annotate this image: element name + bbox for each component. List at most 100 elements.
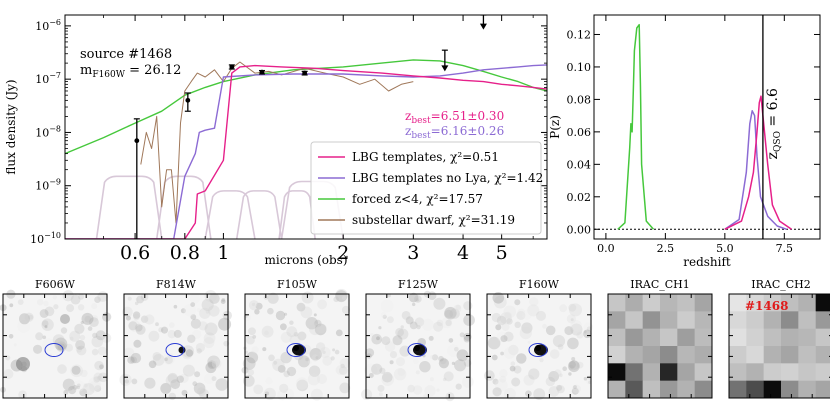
irac-pixel (798, 328, 816, 347)
irac-pixel (763, 328, 782, 347)
noise-blob (521, 322, 533, 334)
noise-blob (205, 362, 217, 374)
noise-blob (215, 378, 229, 391)
noise-blob (196, 348, 202, 354)
noise-blob (414, 317, 425, 327)
noise-blob (527, 304, 540, 317)
sed-y-tick-base-1: 10 (35, 180, 49, 193)
pz-y-tick-label-5: 0.10 (567, 61, 592, 74)
noise-blob (568, 303, 577, 312)
qso-redshift-label: zQSO = 6.6 (765, 88, 783, 159)
noise-blob (493, 295, 507, 309)
noise-blob (77, 304, 85, 311)
noise-blob (263, 387, 276, 400)
irac-pixel (763, 363, 782, 381)
noise-blob (218, 317, 232, 331)
irac-pixel (677, 363, 695, 381)
irac-pixel (746, 380, 764, 399)
noise-blob (167, 330, 176, 339)
noise-blob (170, 379, 181, 390)
noise-blob (453, 304, 462, 313)
noise-blob (456, 349, 469, 362)
noise-blob (545, 325, 556, 336)
noise-blob (536, 310, 546, 321)
noise-blob (205, 310, 210, 314)
noise-blob (571, 387, 579, 395)
noise-blob (322, 350, 326, 354)
sed-y-tick-label-0: 10−10 (30, 231, 61, 246)
noise-blob (197, 387, 206, 396)
noise-blob (570, 320, 582, 332)
noise-blob (165, 374, 179, 387)
noise-blob (414, 295, 422, 303)
noise-blob (439, 357, 447, 365)
irac-pixel (677, 294, 695, 312)
noise-blob (182, 364, 195, 377)
noise-blob (586, 326, 592, 332)
noise-blob (204, 290, 217, 303)
noise-blob (127, 356, 135, 364)
noise-blob (501, 323, 510, 331)
noise-blob (370, 333, 374, 337)
noise-blob (583, 330, 587, 334)
pz-xlabel: redshift (683, 255, 731, 269)
noise-blob (340, 363, 345, 369)
noise-blob (523, 374, 535, 386)
pz-y-tick-label-1: 0.02 (567, 191, 592, 204)
noise-blob (508, 344, 519, 356)
sed-series-forced-z-4 (65, 59, 547, 155)
noise-blob (72, 385, 78, 390)
noise-blob (548, 386, 560, 397)
noise-blob (164, 356, 173, 365)
noise-blob (311, 354, 319, 362)
irac-pixel (625, 346, 643, 364)
noise-blob (583, 376, 588, 381)
noise-blob (190, 302, 196, 307)
noise-blob (283, 370, 291, 378)
noise-blob (335, 290, 348, 303)
sed-x-tick-label-1: 0.8 (170, 242, 200, 264)
irac-pixel (815, 363, 830, 381)
noise-blob (433, 321, 444, 332)
irac-pixel (781, 363, 799, 381)
irac-pixel (642, 328, 661, 347)
noise-blob (133, 313, 140, 321)
noise-blob (207, 355, 221, 369)
noise-blob (392, 335, 403, 346)
source-blob (414, 345, 420, 351)
irac-pixel (625, 311, 643, 329)
noise-blob (43, 300, 49, 307)
sed-legend: LBG templates, χ²=0.51 LBG templates no … (310, 141, 543, 235)
noise-blob (397, 328, 409, 340)
noise-blob (381, 336, 391, 345)
noise-blob (180, 308, 186, 314)
noise-blob (408, 292, 419, 303)
irac-pixel (815, 380, 830, 399)
noise-blob (33, 344, 43, 354)
noise-blob (289, 334, 301, 346)
sed-mag-label: mF160W = 26.12 (80, 63, 181, 80)
noise-blob (298, 355, 310, 368)
pz-y-tick-label-4: 0.08 (567, 93, 592, 106)
pz-series-lbg-templates (724, 95, 792, 230)
noise-blob (382, 314, 387, 319)
noise-blob (415, 298, 420, 302)
pz-x-tick-label-2: 5.0 (716, 242, 734, 255)
legend-label-dwarf: substellar dwarf, χ²=31.19 (352, 213, 515, 227)
noise-blob (199, 389, 210, 400)
noise-blob (42, 335, 47, 340)
pz-x-tick-label-1: 2.5 (657, 242, 675, 255)
thumbnail-f125w: F125W (361, 278, 475, 402)
noise-blob (8, 334, 14, 339)
irac-pixel (677, 328, 695, 347)
sed-series-lbg-templates-no-lya (65, 64, 547, 239)
irac-pixel (694, 328, 713, 347)
noise-blob (127, 296, 132, 301)
irac-pixel (729, 328, 747, 347)
pz-x-ticks: 0.0 2.5 5.0 7.5 (597, 15, 793, 255)
noise-blob (135, 297, 139, 301)
irac-pixel (625, 363, 643, 381)
noise-blob (381, 373, 395, 387)
